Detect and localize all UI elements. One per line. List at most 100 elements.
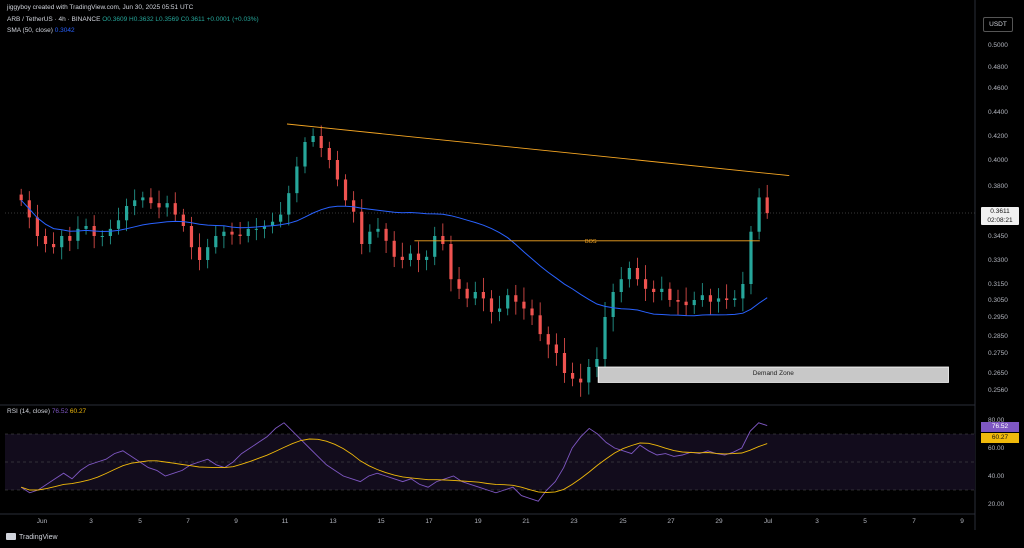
rsi-legend[interactable]: RSI (14, close) 76.52 60.27 [7,408,86,415]
time-tick-label: 3 [89,518,93,525]
candle [725,284,729,309]
creator-credit: jiggyboy created with TradingView.com, J… [7,4,194,11]
candle [692,291,696,314]
candle-body [84,226,88,229]
candle [84,218,88,235]
candle [481,277,485,312]
last-price-value: 0.3611 [990,208,1010,215]
candle-body [335,160,340,180]
price-tick-label: 0.2850 [988,333,1008,340]
time-tick-label: 5 [138,518,142,525]
candle-body [254,228,258,230]
ohlc-open: O0.3609 [102,16,128,23]
candle [652,280,656,303]
candle [368,224,372,253]
price-tick-label: 0.4000 [988,157,1008,164]
candle-body [384,228,388,241]
rsi-ma-line [21,438,768,493]
candle-body [262,226,267,229]
tradingview-footer[interactable]: TradingView [6,533,58,541]
candle-body [506,295,510,309]
rsi-ma-value: 60.27 [69,408,87,415]
candle [149,188,153,209]
candle-body [327,148,331,160]
candle [133,189,137,216]
candle [392,231,396,268]
sma-value: 0.3042 [54,27,75,34]
candle [514,284,518,315]
candle-body [173,203,177,215]
candle [295,156,299,203]
price-tick-label: 0.2560 [988,387,1008,394]
candle [425,250,429,271]
candle-body [700,295,704,300]
time-tick-label: 3 [815,518,819,525]
symbol-legend[interactable]: ARB / TetherUS · 4h · BINANCE O0.3609 H0… [7,16,259,23]
candle [19,188,23,206]
candle-body [514,295,518,302]
price-tick-label: 0.3150 [988,281,1008,288]
candle [76,216,80,250]
candle-body [562,353,567,373]
candle-body [660,288,664,292]
candle-body [692,300,696,306]
price-tick-label: 0.3300 [988,257,1008,264]
candle-body [368,231,372,244]
currency-badge[interactable]: USDT [983,17,1013,32]
candle [124,198,129,232]
candle [587,359,591,395]
candle [554,333,558,366]
candle-body [465,288,469,299]
time-tick-label: 9 [960,518,964,525]
time-tick-label: 17 [425,518,433,525]
candle-body [538,315,542,335]
rsi-ma-value-tag: 60.27 [981,433,1019,443]
candle [498,295,502,322]
price-tick-label: 0.3050 [988,297,1008,304]
demand-zone-box [597,366,949,383]
time-tick-label: 7 [186,518,190,525]
candle [627,261,631,288]
last-price-tag: 0.3611 02:08:21 [981,207,1019,225]
candle-body [765,197,769,214]
candle-body [279,214,283,222]
candle [270,212,275,234]
time-tick-label: 9 [234,518,238,525]
tradingview-logo-icon [6,533,16,540]
sma-legend[interactable]: SMA (50, close) 0.3042 [7,27,75,34]
candle [360,199,364,255]
candle-body [214,236,218,248]
time-tick-label: 23 [570,518,578,525]
time-tick-label: 27 [667,518,675,525]
candle [441,223,445,251]
candle-body [619,279,623,292]
candle-body [52,244,56,248]
candle-body [757,197,761,232]
candle-body [295,166,299,194]
candle-body [165,203,169,208]
candle-body [408,253,413,260]
time-tick-label: 7 [912,518,916,525]
ohlc-close: C0.3611 [180,16,205,23]
candle [246,221,250,243]
candle [595,347,599,378]
candle-body [441,236,445,244]
candle-body [611,292,615,317]
candle-body [684,301,688,306]
candle-body [189,226,194,248]
candle [700,283,704,307]
candle [92,215,96,249]
candle [603,302,607,367]
rsi-tick-label: 80.00 [988,417,1005,424]
candle [181,208,185,232]
price-tick-label: 0.5000 [988,42,1008,49]
price-tick-label: 0.3800 [988,183,1008,190]
candle [708,288,713,315]
candle [52,232,56,254]
demand-zone-label: Demand Zone [753,370,795,377]
candle-body [116,220,121,229]
time-tick-label: 5 [863,518,867,525]
candle [173,192,177,222]
candle [570,362,575,387]
